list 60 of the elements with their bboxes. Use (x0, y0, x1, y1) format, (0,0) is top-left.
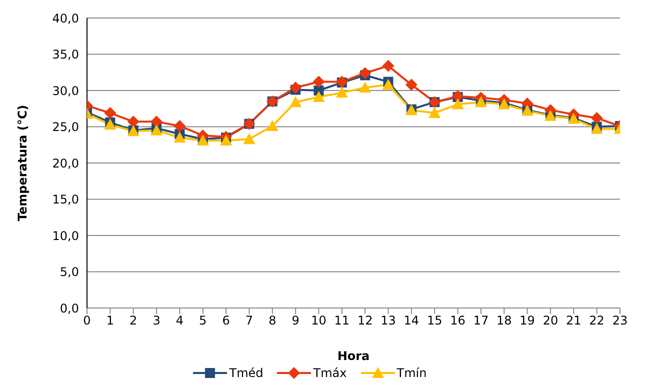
y-tick-label: 0,0 (60, 301, 79, 316)
point (452, 98, 464, 110)
y-tick-label: 40,0 (52, 11, 79, 26)
y-tick-label: 5,0 (60, 265, 79, 280)
y-tick-label: 20,0 (52, 156, 79, 170)
x-tick-label: 21 (566, 314, 582, 328)
point (428, 106, 441, 118)
y-tick-label: 15,0 (52, 192, 79, 207)
point (220, 134, 232, 146)
point (243, 133, 256, 144)
x-tick-label: 20 (542, 314, 558, 328)
x-tick-label: 18 (496, 314, 512, 328)
point (336, 86, 348, 98)
x-tick-label: 3 (152, 314, 160, 328)
x-tick-label: 7 (245, 314, 254, 328)
point (382, 60, 394, 72)
point (174, 120, 186, 132)
legend-label: Tmín (396, 366, 427, 380)
point (266, 120, 278, 132)
point (382, 78, 394, 90)
x-tick-label: 13 (380, 314, 396, 328)
x-tick-label: 15 (426, 314, 442, 328)
x-tick-label: 9 (292, 314, 300, 328)
point (290, 96, 302, 108)
y-tick-label: 35,0 (52, 48, 79, 62)
point (359, 82, 372, 93)
point (405, 78, 418, 91)
point (174, 132, 186, 143)
point (150, 116, 163, 128)
point (590, 112, 603, 124)
legend-label: Tméd (229, 366, 264, 380)
point (312, 91, 325, 102)
x-tick-label: 8 (268, 314, 276, 328)
x-tick-label: 0 (83, 314, 91, 328)
point (312, 76, 325, 88)
point (104, 106, 116, 119)
point (359, 67, 372, 80)
point (104, 118, 116, 130)
x-tick-label: 23 (612, 314, 628, 328)
y-tick-label: 10,0 (52, 228, 79, 243)
legend-label: Tmáx (313, 366, 347, 380)
y-tick-label: 30,0 (52, 84, 79, 98)
x-axis-title: Hora (337, 349, 370, 363)
x-tick-label: 4 (176, 314, 184, 328)
point (290, 82, 302, 94)
x-tick-label: 12 (357, 314, 373, 328)
point (127, 116, 140, 128)
x-tick-label: 1 (106, 314, 114, 328)
y-axis-title: Temperatura (°C) (15, 104, 30, 222)
x-tick-label: 11 (334, 314, 350, 328)
x-tick-label: 14 (404, 314, 420, 328)
y-tick-label: 25,0 (52, 120, 79, 134)
x-tick-label: 5 (199, 314, 207, 328)
x-tick-label: 16 (450, 314, 466, 328)
x-tick-label: 19 (520, 314, 535, 328)
x-tick-label: 17 (473, 314, 489, 328)
x-tick-label: 10 (311, 314, 326, 328)
x-tick-label: 6 (222, 314, 230, 328)
x-tick-label: 22 (589, 314, 604, 328)
x-tick-label: 2 (130, 314, 138, 328)
